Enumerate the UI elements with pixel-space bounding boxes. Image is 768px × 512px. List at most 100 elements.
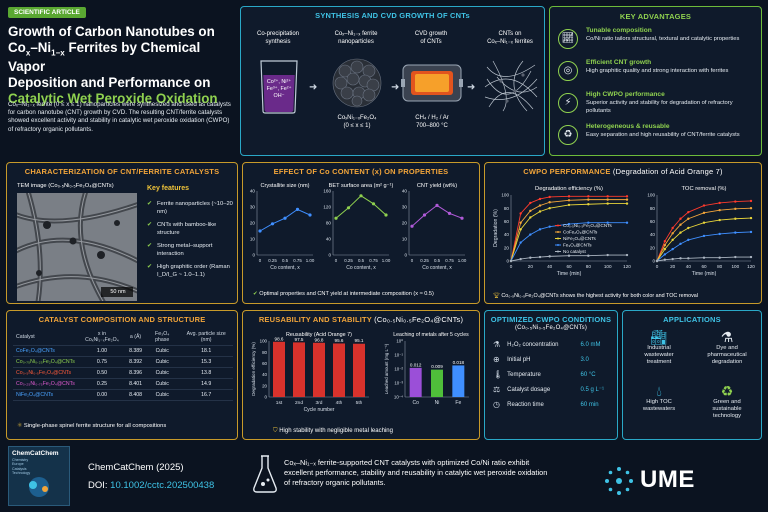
x-tick-label: 1.00 (306, 258, 315, 263)
table-cell: 8.408 (126, 389, 146, 401)
journal-name: ChemCatChem (2025) (88, 462, 184, 473)
advantage-text: Superior activity and stability for degr… (586, 100, 733, 114)
x-tick-label: 80 (586, 264, 592, 269)
y-tick-label: 160 (323, 189, 331, 194)
article-title: Growth of Carbon Nanotubes on Cox–Ni1−x … (8, 24, 233, 108)
advantage-heading: Efficient CNT growth (586, 59, 652, 66)
chart-title: TOC removal (%) (682, 186, 727, 192)
data-point (749, 199, 753, 203)
condition-label: Reaction time (507, 401, 544, 408)
table-header-cell: a (Å) (126, 329, 146, 346)
legend-marker (557, 244, 559, 246)
table-cell: 0.25 (77, 378, 127, 390)
y-tick-label: 20 (402, 221, 408, 226)
step-coprecipitation-label: Co-precipitation synthesis (256, 31, 300, 45)
data-point (687, 210, 690, 214)
data-point (548, 207, 551, 210)
cwpo-footer: 🏆︎ Co₀.₅Ni₀.₅Fe₂O₄@CNTs shows the highes… (493, 293, 698, 299)
data-point (749, 207, 753, 210)
data-point (687, 257, 690, 260)
data-point (702, 204, 706, 207)
title-line-4: Catalytic Wet Peroxide Oxidation (8, 91, 218, 107)
y-tick-label: 40 (250, 189, 256, 194)
x-tick-label: 40 (686, 264, 692, 269)
condition-label: Temperature (507, 371, 541, 378)
data-point (718, 232, 721, 236)
application-item: ⚗︎ Dye and pharmaceutical degradation (695, 329, 759, 367)
advantages-title: KEY ADVANTAGES (619, 12, 692, 21)
conditions-table: ⚗︎ H₂O₂ concentration 6.0 mM ⊕ Initial pH 3.0… (491, 337, 615, 412)
y-tick-label: 40 (504, 232, 510, 237)
data-point (567, 199, 571, 202)
application-item: ♻︎ Green and sustainable technology (695, 383, 759, 421)
water-drop-icon: 💧︎ (656, 383, 662, 399)
data-point (529, 201, 532, 205)
clock-icon: ◷ (493, 400, 500, 409)
data-point (606, 221, 609, 224)
applications-panel: APPLICATIONS 🏭︎ Industrial wastewater trea… (622, 310, 762, 440)
data-point (460, 216, 464, 220)
check-icon: ✔ (147, 222, 152, 229)
data-point (359, 194, 363, 198)
y-tick-label: 80 (650, 206, 656, 211)
data-point (687, 238, 690, 242)
data-point (749, 230, 753, 234)
y-tick-label: 10⁰ (396, 339, 403, 344)
dye-flask-icon: ⚗︎ (720, 329, 734, 345)
tem-label: TEM image (Co₀.₅Ni₀.₅Fe₂O₄@CNTs) (17, 183, 114, 189)
feature-item: ✔ High graphitic order (Raman I_D/I_G ~ 1… (147, 264, 230, 278)
data-point (625, 195, 629, 198)
series-line (411, 204, 463, 227)
x-axis-label: Cycle number (304, 407, 335, 413)
catalyst-table-footer: ⚛ Single-phase spinel ferrite structure … (17, 423, 167, 429)
series-line (656, 200, 752, 262)
data-point (283, 216, 287, 220)
synthesis-title: SYNTHESIS AND CVD GROWTH OF CNTs (315, 11, 470, 20)
factory-icon: 🏭︎ (650, 329, 668, 345)
bar (431, 369, 443, 397)
data-point (587, 254, 590, 257)
key-features-title: Key features (147, 185, 190, 192)
ume-logo-icon (605, 467, 633, 495)
data-point (346, 206, 351, 210)
effect-footer: ✔ Optimal properties and CNT yield at in… (253, 291, 434, 297)
data-point (679, 217, 682, 220)
x-tick-label: 3rd (316, 400, 323, 406)
condition-row: ◷ Reaction time 60 min (491, 397, 615, 412)
bar-value-label: 96.8 (315, 337, 324, 342)
table-cell: Cubic (145, 389, 180, 401)
x-axis-label: Time (min) (692, 271, 717, 277)
table-cell: 13.8 (179, 367, 233, 379)
legend-entry: Fe₃O₄@CNTs (563, 243, 592, 248)
x-tick-label: 120 (747, 264, 755, 269)
reusability-charts: Reusability (Acid Orange 7) 0 20 40 60 80 100 D… (251, 332, 469, 413)
doi-link[interactable]: 10.1002/cctc.202500438 (110, 480, 215, 491)
data-point (734, 231, 737, 234)
effect-charts: Crystallite size (nm) 0 10 20 30 40 0 0.25 0.5 0.… (250, 183, 467, 271)
cwpo-title: CWPO PERFORMANCE (Degradation of Acid Or… (523, 167, 723, 176)
legend-marker (557, 250, 559, 253)
data-point (671, 238, 674, 242)
data-point (671, 232, 674, 235)
y-axis-label: Degradation efficiency (%) (251, 342, 256, 396)
y-tick-label: 10⁻¹ (394, 353, 403, 358)
data-point (671, 257, 674, 261)
data-point (606, 253, 609, 257)
x-tick-label: 4th (336, 400, 343, 406)
data-point (663, 253, 667, 256)
bar-value-label: 0.018 (453, 360, 465, 365)
condition-row: ⊕ Initial pH 3.0 (491, 352, 615, 367)
y-tick-label: 40 (326, 237, 332, 242)
effect-chart-3: CNT yield (wt%) 0 10 20 30 40 0 0.25 0.5 0.75 1.00… (402, 183, 467, 271)
effect-chart-1: Crystallite size (nm) 0 10 20 30 40 0 0.25 0.5 0.… (250, 183, 315, 271)
bar-value-label: 95.1 (355, 338, 364, 343)
data-point (671, 247, 674, 251)
legend-entry: CoFe₂O₄@CNTs (563, 230, 598, 235)
y-tick-label: 0 (328, 253, 331, 258)
data-point (548, 201, 551, 204)
x-axis-label: Co content, x (422, 265, 452, 271)
y-tick-label: 100 (501, 193, 509, 198)
tem-image (17, 193, 137, 301)
legend-marker (557, 237, 559, 240)
x-axis-label: Time (min) (557, 271, 582, 277)
